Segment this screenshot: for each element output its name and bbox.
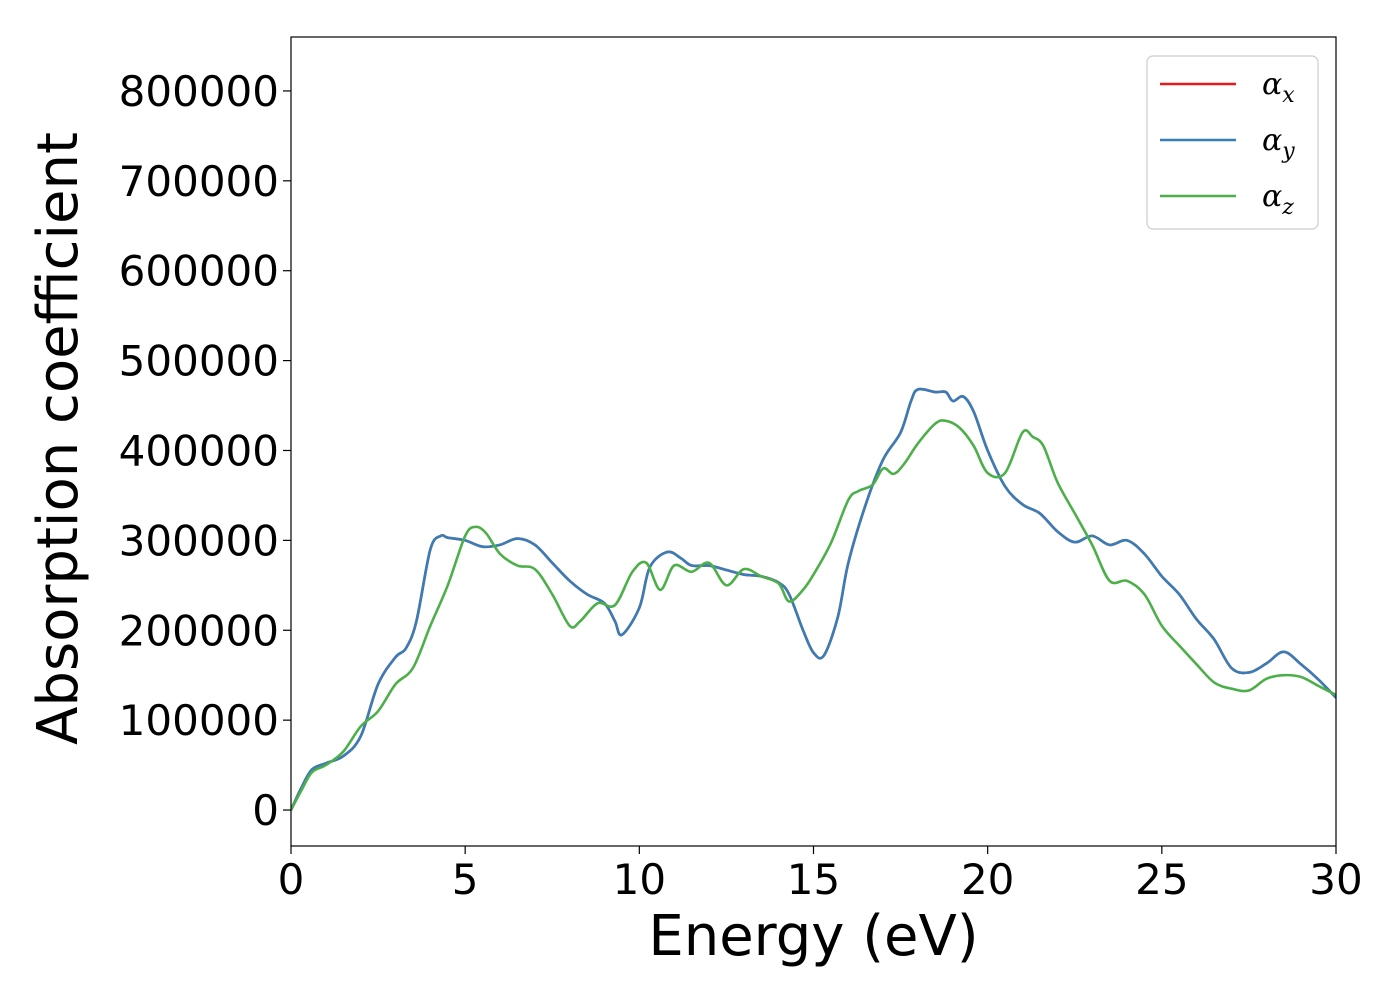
y-tick-label: 700000 (119, 157, 279, 206)
y-tick-label: 600000 (119, 247, 279, 296)
y-tick-label: 200000 (119, 606, 279, 655)
x-axis-title: Energy (eV) (648, 904, 978, 969)
y-tick-label: 0 (252, 786, 279, 835)
x-tick-label: 25 (1135, 855, 1188, 904)
legend-label-y: αy (1262, 123, 1295, 164)
legend-label-z: αz (1262, 179, 1294, 220)
series-line-z (291, 419, 1336, 811)
legend-label-subscript: z (1281, 195, 1294, 220)
y-tick-label: 800000 (119, 67, 279, 116)
legend-label-subscript: y (1281, 139, 1295, 164)
legend-box (1146, 55, 1319, 230)
x-tick-label: 5 (452, 855, 479, 904)
series-layer (291, 387, 1336, 811)
x-tick-label: 30 (1309, 855, 1362, 904)
legend-label-main: α (1262, 67, 1282, 102)
x-axis: 0 5 10 15 20 25 30 (278, 846, 1363, 904)
y-tick-label: 500000 (119, 337, 279, 386)
x-tick-label: 20 (961, 855, 1014, 904)
x-tick-label: 15 (787, 855, 840, 904)
x-tick-label: 0 (278, 855, 305, 904)
y-axis-title: Absorption coefficient (26, 132, 91, 745)
legend-label-main: α (1262, 123, 1282, 158)
legend-label-main: α (1262, 179, 1282, 214)
series-line-y (291, 387, 1336, 811)
x-tick-label: 10 (613, 855, 666, 904)
y-tick-label: 400000 (119, 426, 279, 475)
y-axis: 0 100000 200000 300000 400000 500000 600000 700… (119, 67, 291, 835)
legend-label-subscript: x (1282, 83, 1295, 108)
series-line-x (291, 387, 1336, 811)
y-tick-label: 100000 (119, 696, 279, 745)
legend-label-x: αx (1262, 67, 1295, 108)
y-tick-label: 300000 (119, 516, 279, 565)
